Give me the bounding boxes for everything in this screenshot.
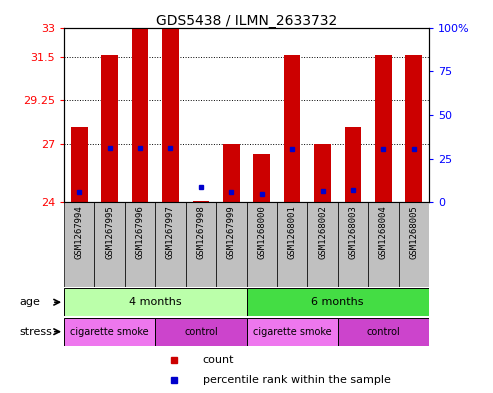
Bar [338, 202, 368, 287]
Bar [102, 55, 118, 202]
Bar [284, 55, 300, 202]
Text: GSM1267999: GSM1267999 [227, 205, 236, 259]
Bar [155, 202, 186, 287]
Text: count: count [203, 355, 234, 365]
Text: GSM1268004: GSM1268004 [379, 205, 388, 259]
Text: 6 months: 6 months [312, 297, 364, 307]
Bar [246, 202, 277, 287]
Bar [368, 202, 398, 287]
Text: 4 months: 4 months [129, 297, 181, 307]
Bar [277, 202, 307, 287]
Text: GDS5438 / ILMN_2633732: GDS5438 / ILMN_2633732 [156, 14, 337, 28]
Bar [125, 202, 155, 287]
Text: control: control [184, 327, 218, 337]
Bar [223, 144, 240, 202]
Bar [314, 144, 331, 202]
Text: cigarette smoke: cigarette smoke [70, 327, 149, 337]
Bar [64, 288, 246, 316]
Bar [375, 55, 391, 202]
Text: cigarette smoke: cigarette smoke [253, 327, 331, 337]
Bar [246, 318, 338, 346]
Bar [186, 202, 216, 287]
Text: GSM1267995: GSM1267995 [105, 205, 114, 259]
Text: control: control [366, 327, 400, 337]
Bar [64, 318, 155, 346]
Bar [405, 55, 422, 202]
Bar [155, 318, 246, 346]
Bar [132, 28, 148, 202]
Bar [162, 28, 179, 202]
Text: GSM1267994: GSM1267994 [75, 205, 84, 259]
Text: GSM1268001: GSM1268001 [287, 205, 297, 259]
Bar [64, 202, 95, 287]
Bar [398, 202, 429, 287]
Text: age: age [20, 297, 40, 307]
Text: GSM1268005: GSM1268005 [409, 205, 418, 259]
Bar [345, 127, 361, 202]
Bar [216, 202, 246, 287]
Text: GSM1267997: GSM1267997 [166, 205, 175, 259]
Text: percentile rank within the sample: percentile rank within the sample [203, 375, 390, 386]
Bar [246, 288, 429, 316]
Text: GSM1268002: GSM1268002 [318, 205, 327, 259]
Text: GSM1267998: GSM1267998 [196, 205, 206, 259]
Bar [338, 318, 429, 346]
Bar [193, 201, 209, 202]
Bar [253, 154, 270, 202]
Text: stress: stress [20, 327, 53, 337]
Bar [95, 202, 125, 287]
Text: GSM1267996: GSM1267996 [136, 205, 144, 259]
Bar [307, 202, 338, 287]
Text: GSM1268003: GSM1268003 [349, 205, 357, 259]
Bar [71, 127, 88, 202]
Text: GSM1268000: GSM1268000 [257, 205, 266, 259]
